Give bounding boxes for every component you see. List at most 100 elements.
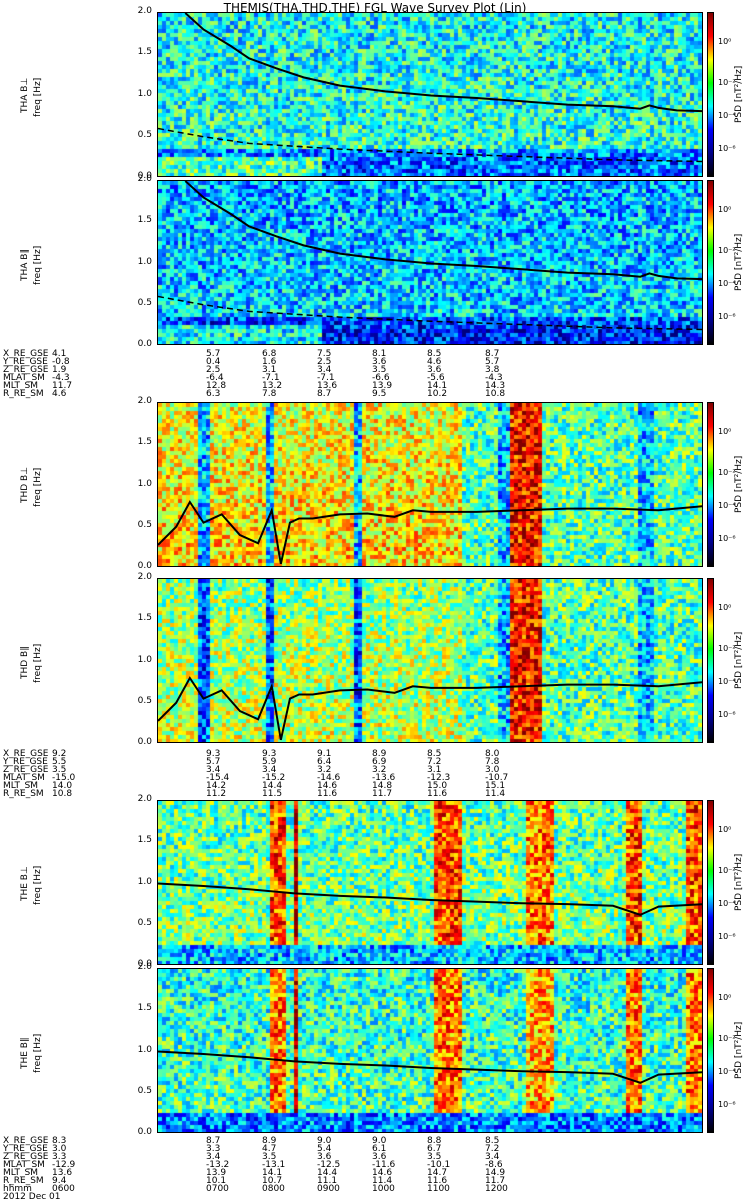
ephemeris-value: 14.1 xyxy=(262,1168,283,1178)
ephemeris-label: MLAT_SM xyxy=(3,773,45,783)
y-axis-label: THA B⊥ xyxy=(20,77,30,113)
y-tick-label: 1.5 xyxy=(137,1003,152,1014)
colorbar-tick-label: 10⁻⁶ xyxy=(718,534,736,543)
ephemeris-column: 9.0 5.4 3.6 -12.5 14.4 11.1 0900 xyxy=(317,1136,340,1194)
ephemeris-value: 3.8 xyxy=(485,365,500,375)
ephemeris-value: 8.7 xyxy=(485,349,500,359)
curve-overlay xyxy=(158,500,702,565)
ephemeris-value: 6.7 xyxy=(427,1144,442,1154)
spectrogram-canvas xyxy=(158,969,702,1132)
ephemeris-value: 0.4 xyxy=(206,357,221,367)
ephemeris-value: 3.6 xyxy=(372,1152,387,1162)
colorbar xyxy=(707,578,714,743)
colorbar xyxy=(707,12,714,177)
colorbar-tick-label: 10⁰ xyxy=(718,992,732,1002)
ephemeris-label: MLT_SM xyxy=(3,1168,39,1178)
y-tick-label: 1.0 xyxy=(137,1044,152,1055)
ephemeris-value: 3.4 xyxy=(262,765,277,775)
page-title: THEMIS(THA,THD,THE) FGL Wave Survey Plot… xyxy=(223,1,527,15)
y-tick-label: 1.0 xyxy=(137,88,152,99)
y-tick-label: 1.0 xyxy=(137,876,152,887)
y-tick-label: 1.5 xyxy=(137,835,152,846)
y-axis-unit: freq [Hz] xyxy=(33,865,43,905)
colorbar-tick-label: 10⁰ xyxy=(718,204,732,214)
ephemeris-value: 5.7 xyxy=(485,357,500,367)
ephemeris-value: 3.6 xyxy=(317,1152,332,1162)
spectrogram-panel-2 xyxy=(157,180,703,345)
ephemeris-label: Z_RE_GSE xyxy=(3,1152,49,1162)
ephemeris-value: -12.3 xyxy=(427,773,451,783)
y-tick-label: 0.5 xyxy=(137,695,152,706)
y-tick-label: 0.0 xyxy=(137,959,152,969)
colorbar-tick-label: 10⁻⁴ xyxy=(718,111,736,120)
ephemeris-value: 5.9 xyxy=(262,757,277,767)
y-axis-unit: freq [Hz] xyxy=(33,467,43,507)
ephemeris-value: -7.1 xyxy=(262,373,280,383)
ephemeris-value: 11.7 xyxy=(372,789,393,799)
colorbar xyxy=(707,968,714,1133)
colorbar-tick-label: 10⁻² xyxy=(718,246,736,255)
ephemeris-column: 8.3 3.0 3.3 -12.9 13.6 9.4 0600 xyxy=(52,1137,75,1194)
y-axis-label: THE B⊥ xyxy=(20,865,30,901)
colorbar-tick-label: 10⁰ xyxy=(718,36,732,46)
y-tick-label: 0.5 xyxy=(137,917,152,928)
y-tick-label: 2.0 xyxy=(137,962,152,972)
ephemeris-value: -15.2 xyxy=(262,773,286,783)
colorbar xyxy=(707,180,714,345)
ephemeris-value: 14.4 xyxy=(317,1168,338,1178)
gyrofrequency-line xyxy=(184,181,702,281)
ephemeris-column: 9.3 5.9 3.4 -15.2 14.4 11.5 xyxy=(262,749,286,799)
ephemeris-label: MLT_SM xyxy=(3,381,39,391)
ephemeris-value: 13.2 xyxy=(262,381,283,391)
ephemeris-value: 9.0 xyxy=(317,1136,332,1146)
ephemeris-value: -11.6 xyxy=(372,1160,396,1170)
ephemeris-column: 8.8 6.7 3.5 -10.1 14.7 11.6 1100 xyxy=(427,1137,450,1194)
ephemeris-value: 6.4 xyxy=(317,757,332,767)
ephemeris-value: 3.5 xyxy=(52,765,67,775)
ephemeris-column: 8.7 5.7 3.8 -4.3 14.3 10.8 xyxy=(485,349,505,399)
ephemeris-value: 8.9 xyxy=(262,1136,277,1146)
colorbar-tick-label: 10⁻² xyxy=(718,644,736,653)
ephemeris-value: 13.6 xyxy=(317,381,338,391)
colorbar-tick-label: 10⁻⁴ xyxy=(718,899,736,908)
y-tick-label: 0.0 xyxy=(137,339,152,349)
ephemeris-value: 3.1 xyxy=(427,765,442,775)
ephemeris-value: 1100 xyxy=(427,1184,450,1194)
ephemeris-value: 5.7 xyxy=(206,349,221,359)
ephemeris-value: 8.1 xyxy=(372,349,387,359)
ephemeris-value: 11.4 xyxy=(372,1176,393,1186)
colorbar-tick-label: 10⁻⁴ xyxy=(718,501,736,510)
ephemeris-value: 13.9 xyxy=(206,1168,227,1178)
colorbar-tick-label: 10⁻⁴ xyxy=(718,279,736,288)
ephemeris-value: 10.2 xyxy=(427,389,448,399)
y-tick-label: 0.0 xyxy=(137,737,152,747)
colorbar-tick-label: 10⁻⁶ xyxy=(718,144,736,153)
ephemeris-value: 14.7 xyxy=(427,1168,448,1178)
ephemeris-value: 11.6 xyxy=(427,1176,448,1186)
colorbar-tick-label: 10⁻⁶ xyxy=(718,1100,736,1109)
ephemeris-value: -4.3 xyxy=(485,373,503,383)
ephemeris-label: Z_RE_GSE xyxy=(3,365,49,375)
ephemeris-value: 1.6 xyxy=(262,357,277,367)
ephemeris-value: 10.1 xyxy=(206,1176,227,1186)
ephemeris-value: 8.9 xyxy=(372,749,387,759)
ephemeris-value: 13.6 xyxy=(52,1168,73,1178)
ephemeris-label: Y_RE_GSE xyxy=(3,1144,48,1154)
ephemeris-column: 9.3 5.7 3.4 -15.4 14.2 11.2 xyxy=(206,750,229,799)
curve-overlay xyxy=(158,1050,702,1084)
ephemeris-value: -10.7 xyxy=(485,773,509,783)
ephemeris-value: 8.7 xyxy=(317,389,332,399)
ephemeris-column: 9.0 6.1 3.6 -11.6 14.6 11.4 1000 xyxy=(372,1137,396,1194)
ephemeris-value: 9.4 xyxy=(52,1176,67,1186)
ephemeris-value: 11.4 xyxy=(485,789,506,799)
ephemeris-value: 3.4 xyxy=(485,1152,500,1162)
ephemeris-value: 9.3 xyxy=(262,749,277,759)
ephemeris-value: 3.5 xyxy=(427,1152,442,1162)
ephemeris-column: 9.1 6.4 3.2 -14.6 14.6 11.6 xyxy=(317,750,340,799)
ephemeris-value: -13.6 xyxy=(372,773,396,783)
colorbar-tick-label: 10⁻⁶ xyxy=(718,312,736,321)
ephemeris-value: 3.4 xyxy=(317,365,332,375)
ephemeris-value: 3.6 xyxy=(372,357,387,367)
ephemeris-value: 6.9 xyxy=(372,757,387,767)
ephemeris-value: 4.1 xyxy=(52,349,67,359)
